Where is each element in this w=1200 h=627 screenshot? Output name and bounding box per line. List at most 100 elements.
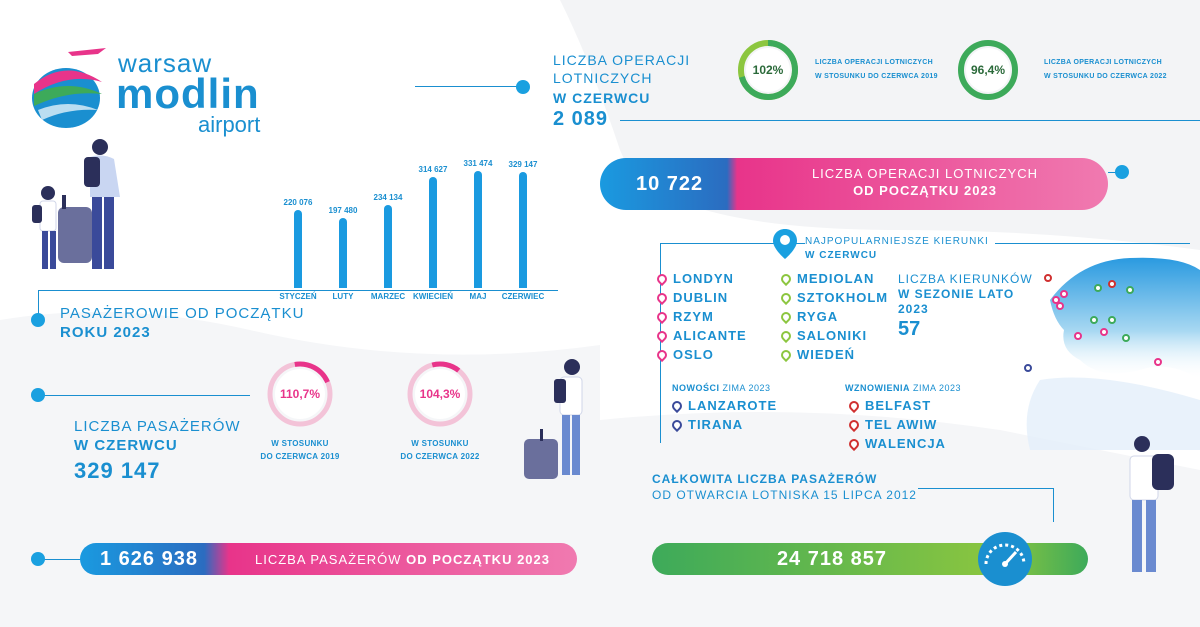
donut-ops-2019: [738, 40, 798, 100]
woman-traveler-illustration: [524, 359, 583, 479]
logo: [28, 48, 288, 138]
location-pin-icon: [778, 328, 794, 343]
location-pin-icon: [846, 398, 862, 413]
donut-pax-2019-label-2: DO CZERWCA 2019: [260, 452, 340, 461]
logo-airport: airport: [198, 112, 261, 137]
destination-item: MEDIOLAN: [778, 271, 874, 286]
chart-value-label: 197 480: [328, 206, 358, 216]
ops-june-label-1: LICZBA OPERACJI: [553, 52, 691, 68]
bullet-dot: [31, 388, 45, 402]
donut-ops-2019-label-2: W STOSUNKU DO CZERWCA 2019: [815, 73, 938, 80]
destination-name: LANZAROTE: [688, 398, 778, 413]
donut-ops-2019-label-1: LICZBA OPERACJI LOTNICZYCH: [815, 59, 933, 66]
location-pin-icon: [669, 398, 685, 413]
connector-line: [38, 290, 558, 320]
destination-item: DUBLIN: [654, 290, 729, 305]
logo-modlin: modlin: [116, 70, 260, 117]
destination-item: ALICANTE: [654, 328, 747, 343]
destination-item: SZTOKHOLM: [778, 290, 889, 305]
location-pin-icon: [773, 229, 797, 259]
new-title-b: ZIMA 2023: [719, 383, 771, 393]
ops-ytd-label-2: OD POCZĄTKU 2023: [853, 183, 997, 198]
destination-item: LONDYN: [654, 271, 734, 286]
ops-ytd-label-1: LICZBA OPERACJI LOTNICZYCH: [811, 166, 1039, 181]
new-title: NOWOŚCI ZIMA 2023: [672, 383, 771, 393]
chart-bar: [474, 171, 482, 288]
chart-value-label: 234 134: [373, 193, 403, 203]
destination-name: RYGA: [797, 309, 839, 324]
destination-name: ALICANTE: [673, 328, 747, 343]
logo-mark-icon: [32, 48, 106, 128]
donut-pax-2022-label-1: W STOSUNKU: [411, 439, 469, 448]
bullet-dot: [31, 313, 45, 327]
summer-label-2: W SEZONIE LATO: [898, 287, 1015, 301]
speedometer-icon: [978, 532, 1032, 586]
destination-item: TEL AWIW: [846, 417, 937, 432]
chart-category-label: MARZEC: [370, 292, 406, 301]
destination-name: OSLO: [673, 347, 714, 362]
new-title-a: NOWOŚCI: [672, 383, 720, 393]
pax-ytd-pill: [80, 543, 577, 575]
destination-name: WALENCJA: [865, 436, 946, 451]
location-pin-icon: [669, 417, 685, 432]
summer-label-3: 2023: [898, 302, 929, 316]
ops-ytd-value: 10 722: [636, 173, 704, 195]
chart-category-label: KWIECIEŃ: [413, 292, 453, 301]
bullet-dot: [1115, 165, 1129, 179]
destination-item: OSLO: [654, 347, 714, 362]
destination-name: LONDYN: [673, 271, 734, 286]
donut-ops-2022-label-2: W STOSUNKU DO CZERWCA 2022: [1044, 73, 1167, 80]
donut-pax-2019-value: 110,7%: [279, 387, 321, 401]
ops-ytd-pill: [600, 158, 1108, 210]
resume-title-a: WZNOWIENIA: [845, 383, 910, 393]
connector-line: [40, 559, 100, 560]
total-pax-label-2: OD OTWARCIA LOTNISKA 15 LIPCA 2012: [652, 488, 917, 502]
location-pin-icon: [778, 309, 794, 324]
destination-name: SZTOKHOLM: [797, 290, 889, 305]
bullet-dot: [516, 80, 530, 94]
location-pin-icon: [654, 328, 670, 343]
chart-bar: [429, 176, 437, 288]
summer-value: 57: [898, 318, 921, 340]
destination-item: LANZAROTE: [669, 398, 778, 413]
destination-name: TIRANA: [688, 417, 744, 432]
donut-ops-2019-value: 102%: [752, 63, 784, 77]
destination-item: SALONIKI: [778, 328, 868, 343]
location-pin-icon: [778, 290, 794, 305]
chart-category-label: CZERWIEC: [501, 292, 545, 301]
destination-item: TIRANA: [669, 417, 744, 432]
destination-name: WIEDEŃ: [797, 347, 855, 362]
location-pin-icon: [846, 436, 862, 451]
resume-title-b: ZIMA 2023: [910, 383, 962, 393]
donut-ops-2022: [958, 40, 1018, 100]
connector-line: [40, 395, 250, 396]
destination-name: DUBLIN: [673, 290, 729, 305]
chart-category-label: STYCZEŃ: [279, 292, 317, 301]
pax-ytd-label-1: PASAŻEROWIE OD POCZĄTKU: [60, 305, 305, 322]
bar-chart: 220 076 STYCZEŃ 197 480 LUTY 234 134 MARZEC 31…: [270, 159, 550, 310]
destinations-title-1: NAJPOPULARNIEJSZE KIERUNKI: [805, 236, 995, 247]
total-pax-value: 24 718 857: [776, 548, 888, 570]
chart-value-label: 314 627: [418, 164, 448, 174]
chart-category-label: LUTY: [332, 292, 354, 301]
pax-ytd-pill-label-a: LICZBA PASAŻERÓW: [255, 552, 407, 567]
chart-bar: [294, 210, 302, 288]
location-pin-icon: [654, 347, 670, 362]
ops-june-label-2: LOTNICZYCH: [553, 70, 653, 86]
pax-ytd-value: 1 626 938: [100, 548, 198, 570]
summer-label-1: LICZBA KIERUNKÓW: [898, 272, 1033, 286]
destination-item: RYGA: [778, 309, 839, 324]
destination-item: BELFAST: [846, 398, 931, 413]
location-pin-icon: [778, 347, 794, 362]
ops-june-value: 2 089: [553, 108, 609, 130]
ops-june-label-3: W CZERWCU: [553, 90, 651, 106]
donut-pax-2019-label-1: W STOSUNKU: [271, 439, 329, 448]
destinations-title-2: W CZERWCU: [805, 250, 878, 261]
donut-ops-2022-label-1: LICZBA OPERACJI LOTNICZYCH: [1044, 59, 1162, 66]
connector-line: [918, 488, 1054, 522]
chart-value-label: 329 147: [508, 159, 538, 169]
man-traveler-illustration: [1129, 436, 1174, 572]
destination-name: SALONIKI: [797, 328, 868, 343]
bullet-dot: [31, 552, 45, 566]
donut-pax-2022: [407, 361, 473, 427]
